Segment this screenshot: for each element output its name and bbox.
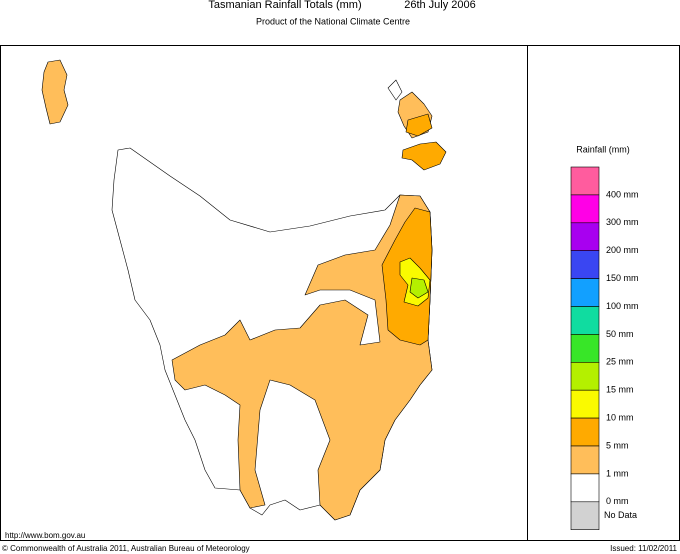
legend-label: 25 mm xyxy=(606,357,634,367)
legend-label: 5 mm xyxy=(606,440,629,450)
legend-swatch xyxy=(570,222,600,252)
copyright: © Commonwealth of Australia 2011, Austra… xyxy=(2,544,250,553)
rain-1mm xyxy=(171,194,433,521)
legend-label: 100 mm xyxy=(606,301,639,311)
rain-15mm xyxy=(409,277,429,299)
legend-label: 10 mm xyxy=(606,412,634,422)
issued: Issued: 11/02/2011 xyxy=(610,544,677,553)
date: 26th July 2006 xyxy=(404,0,476,11)
legend-label: 150 mm xyxy=(606,273,639,283)
cape-barren xyxy=(401,141,447,171)
legend-label: 1 mm xyxy=(606,468,629,478)
legend-label: 400 mm xyxy=(606,189,639,199)
legend-swatch xyxy=(570,501,600,530)
url: http://www.bom.gov.au xyxy=(5,531,85,540)
legend-swatch xyxy=(570,473,600,503)
legend-label: 0 mm xyxy=(606,496,629,506)
legend-label: 300 mm xyxy=(606,217,639,227)
legend-swatch xyxy=(570,194,600,224)
map xyxy=(41,59,447,521)
legend-swatch xyxy=(570,278,600,307)
legend-title: Rainfall (mm) xyxy=(576,144,630,154)
legend-label: 50 mm xyxy=(606,329,634,339)
legend-swatch xyxy=(570,306,600,335)
legend-label: No Data xyxy=(604,510,637,520)
legend-swatch xyxy=(570,250,600,279)
title: Tasmanian Rainfall Totals (mm) xyxy=(208,0,361,11)
flinders-south xyxy=(405,113,433,137)
legend-swatch xyxy=(570,334,600,363)
legend-swatch xyxy=(570,445,600,475)
legend-swatch xyxy=(570,417,600,447)
legend-label: 200 mm xyxy=(606,245,639,255)
subtitle: Product of the National Climate Centre xyxy=(256,16,410,26)
king-island xyxy=(41,59,69,125)
legend-swatch xyxy=(570,389,600,419)
legend-swatch xyxy=(570,361,600,391)
legend-swatch xyxy=(570,166,600,196)
flinders-north xyxy=(387,79,403,101)
legend-label: 15 mm xyxy=(606,385,634,395)
